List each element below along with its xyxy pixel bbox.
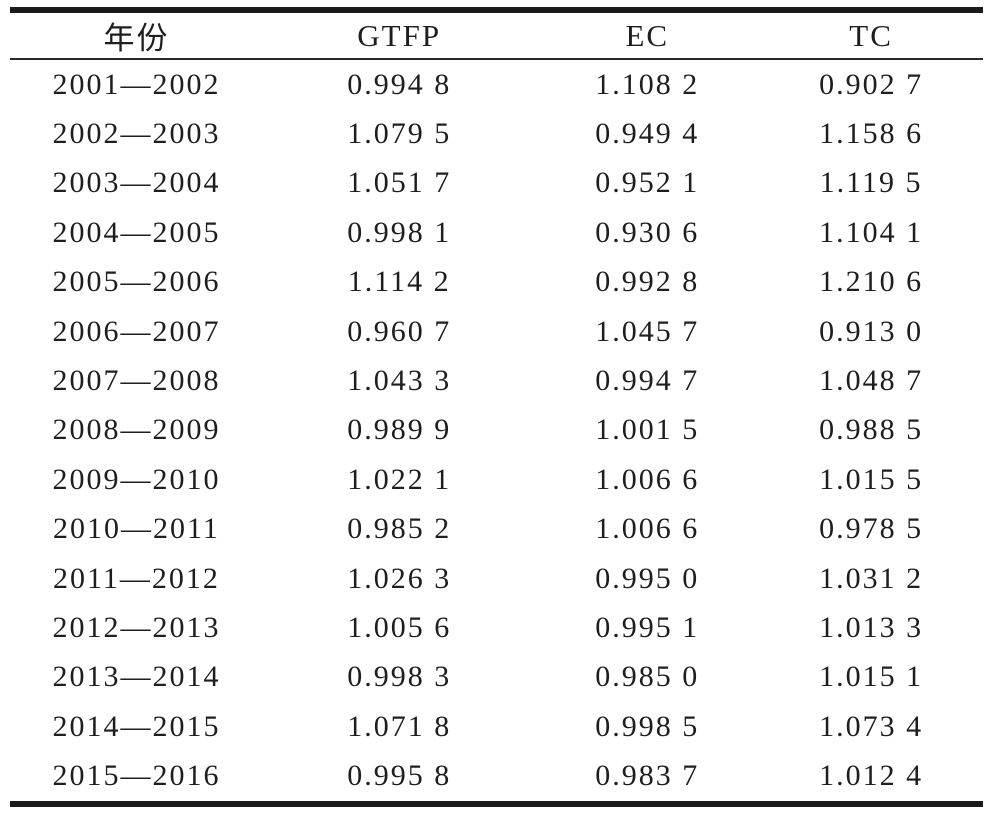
gtfp-cell: 0.960 7 [347, 314, 452, 348]
table-row: 2007—2008 1.043 3 0.994 7 1.048 7 [10, 356, 983, 405]
tc-cell: 0.902 7 [819, 67, 924, 101]
table-row: 2012—2013 1.005 6 0.995 1 1.013 3 [10, 603, 983, 652]
year-cell: 2014—2015 [52, 709, 221, 743]
tc-cell: 1.012 4 [819, 759, 924, 793]
gtfp-cell: 1.079 5 [347, 117, 452, 151]
gtfp-cell: 1.005 6 [347, 610, 452, 644]
table-row: 2008—2009 0.989 9 1.001 5 0.988 5 [10, 406, 983, 455]
table-row: 2009—2010 1.022 1 1.006 6 1.015 5 [10, 455, 983, 504]
year-cell: 2015—2016 [52, 759, 221, 793]
year-cell: 2013—2014 [52, 660, 221, 694]
gtfp-cell: 1.022 1 [347, 462, 452, 496]
gtfp-cell: 1.051 7 [347, 166, 452, 200]
gtfp-cell: 0.995 8 [347, 759, 452, 793]
year-cell: 2003—2004 [52, 166, 221, 200]
year-cell: 2001—2002 [52, 67, 221, 101]
gtfp-cell: 1.071 8 [347, 709, 452, 743]
table-row: 2005—2006 1.114 2 0.992 8 1.210 6 [10, 258, 983, 307]
table-row: 2002—2003 1.079 5 0.949 4 1.158 6 [10, 109, 983, 158]
year-cell: 2002—2003 [52, 117, 221, 151]
tc-cell: 0.988 5 [819, 413, 924, 447]
gtfp-cell: 1.114 2 [347, 265, 451, 299]
tc-cell: 1.015 5 [819, 462, 924, 496]
table-row: 2003—2004 1.051 7 0.952 1 1.119 5 [10, 159, 983, 208]
year-cell: 2005—2006 [52, 265, 221, 299]
gtfp-cell: 0.998 3 [347, 660, 452, 694]
table-row: 2013—2014 0.998 3 0.985 0 1.015 1 [10, 653, 983, 702]
tc-cell: 1.119 5 [819, 166, 923, 200]
gtfp-cell: 0.989 9 [347, 413, 452, 447]
year-cell: 2007—2008 [52, 364, 221, 398]
ec-cell: 0.995 1 [595, 610, 700, 644]
tc-cell: 1.210 6 [819, 265, 924, 299]
ec-cell: 0.992 8 [595, 265, 700, 299]
year-cell: 2012—2013 [52, 610, 221, 644]
year-cell: 2006—2007 [52, 314, 221, 348]
col-header-gtfp: GTFP [357, 17, 442, 53]
ec-cell: 1.006 6 [595, 462, 700, 496]
ec-cell: 1.108 2 [595, 67, 700, 101]
ec-cell: 0.998 5 [595, 709, 700, 743]
tc-cell: 1.031 2 [819, 561, 924, 595]
tc-cell: 1.015 1 [819, 660, 924, 694]
ec-cell: 0.983 7 [595, 759, 700, 793]
ec-cell: 1.006 6 [595, 512, 700, 546]
ec-cell: 0.985 0 [595, 660, 700, 694]
col-header-tc: TC [849, 17, 893, 53]
year-cell: 2011—2012 [53, 561, 220, 595]
ec-cell: 0.995 0 [595, 561, 700, 595]
ec-cell: 1.001 5 [595, 413, 700, 447]
tc-cell: 1.158 6 [819, 117, 924, 151]
tc-cell: 1.073 4 [819, 709, 924, 743]
tc-cell: 1.048 7 [819, 364, 924, 398]
year-cell: 2008—2009 [52, 413, 221, 447]
table-row: 2011—2012 1.026 3 0.995 0 1.031 2 [10, 554, 983, 603]
table-row: 2015—2016 0.995 8 0.983 7 1.012 4 [10, 751, 983, 803]
gtfp-cell: 0.994 8 [347, 67, 452, 101]
col-header-year: 年份 [103, 21, 170, 56]
gtfp-cell: 0.998 1 [347, 215, 452, 249]
year-cell: 2004—2005 [52, 215, 221, 249]
table-row: 2006—2007 0.960 7 1.045 7 0.913 0 [10, 307, 983, 356]
gtfp-cell: 1.043 3 [347, 364, 452, 398]
year-cell: 2010—2011 [53, 512, 220, 546]
table-row: 2001—2002 0.994 8 1.108 2 0.902 7 [10, 59, 983, 109]
table-row: 2010—2011 0.985 2 1.006 6 0.978 5 [10, 505, 983, 554]
col-header-ec: EC [625, 17, 670, 53]
header-row: 年份 GTFP EC TC [10, 10, 983, 59]
ec-cell: 0.949 4 [595, 117, 700, 151]
table-row: 2014—2015 1.071 8 0.998 5 1.073 4 [10, 702, 983, 751]
year-cell: 2009—2010 [52, 462, 221, 496]
tc-cell: 0.913 0 [819, 314, 924, 348]
gtfp-decomposition-table: 年份 GTFP EC TC 2001—2002 0.994 8 1.108 2 … [10, 7, 983, 807]
ec-cell: 0.930 6 [595, 215, 700, 249]
tc-cell: 1.013 3 [819, 610, 924, 644]
ec-cell: 0.994 7 [595, 364, 700, 398]
table-row: 2004—2005 0.998 1 0.930 6 1.104 1 [10, 208, 983, 257]
ec-cell: 0.952 1 [595, 166, 700, 200]
gtfp-cell: 1.026 3 [347, 561, 452, 595]
gtfp-cell: 0.985 2 [347, 512, 452, 546]
tc-cell: 1.104 1 [819, 215, 924, 249]
tc-cell: 0.978 5 [819, 512, 924, 546]
ec-cell: 1.045 7 [595, 314, 700, 348]
